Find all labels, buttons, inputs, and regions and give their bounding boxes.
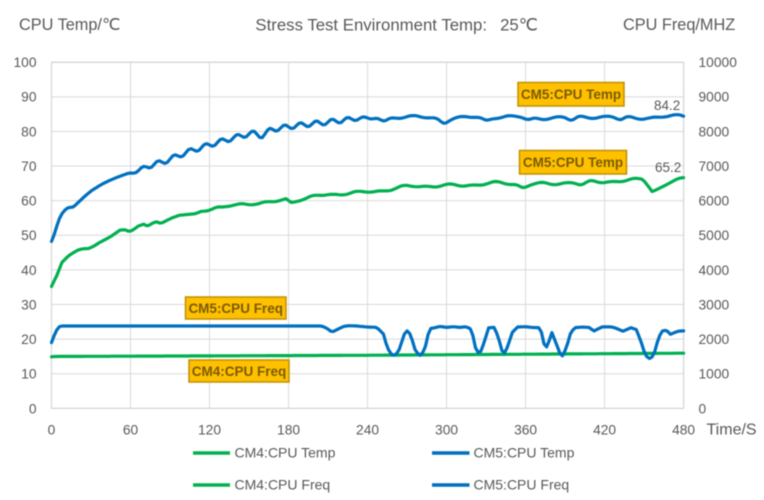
svg-text:80: 80 (21, 124, 37, 139)
svg-text:70: 70 (21, 159, 37, 174)
svg-text:CM5:CPU Temp: CM5:CPU Temp (523, 155, 623, 170)
svg-text:360: 360 (514, 423, 537, 438)
svg-text:0: 0 (48, 423, 56, 438)
svg-text:4000: 4000 (699, 263, 730, 278)
svg-text:20: 20 (21, 332, 37, 347)
svg-text:100: 100 (13, 55, 36, 70)
svg-text:CM5:CPU Freq: CM5:CPU Freq (188, 301, 283, 316)
svg-text:84.2: 84.2 (654, 98, 680, 113)
svg-text:10000: 10000 (699, 55, 738, 70)
svg-text:CM5:CPU Freq: CM5:CPU Freq (474, 477, 570, 493)
svg-text:CM4:CPU Freq: CM4:CPU Freq (192, 364, 287, 379)
svg-text:5000: 5000 (699, 228, 730, 243)
svg-text:3000: 3000 (699, 297, 730, 312)
svg-text:1000: 1000 (699, 367, 730, 382)
svg-text:Stress Test Environment Temp:: Stress Test Environment Temp: 25℃ (255, 16, 537, 35)
svg-text:40: 40 (21, 263, 37, 278)
svg-text:2000: 2000 (699, 332, 730, 347)
svg-text:8000: 8000 (699, 124, 730, 139)
svg-text:CPU Freq/MHZ: CPU Freq/MHZ (623, 16, 735, 34)
svg-text:Time/S: Time/S (707, 422, 757, 439)
svg-text:6000: 6000 (699, 194, 730, 209)
svg-text:180: 180 (277, 423, 300, 438)
svg-text:7000: 7000 (699, 159, 730, 174)
svg-text:120: 120 (198, 423, 221, 438)
svg-text:50: 50 (21, 228, 37, 243)
svg-text:480: 480 (672, 423, 695, 438)
svg-text:CM5:CPU Temp: CM5:CPU Temp (521, 87, 621, 102)
svg-text:10: 10 (21, 367, 37, 382)
svg-text:CM4:CPU Freq: CM4:CPU Freq (235, 477, 331, 493)
svg-text:60: 60 (21, 194, 37, 209)
svg-text:0: 0 (29, 401, 37, 416)
svg-text:CPU Temp/℃: CPU Temp/℃ (19, 16, 120, 34)
svg-text:30: 30 (21, 297, 37, 312)
svg-text:300: 300 (435, 423, 458, 438)
svg-text:90: 90 (21, 90, 37, 105)
svg-text:60: 60 (123, 423, 139, 438)
svg-text:9000: 9000 (699, 90, 730, 105)
svg-text:420: 420 (593, 423, 616, 438)
svg-text:CM5:CPU Temp: CM5:CPU Temp (474, 445, 575, 461)
svg-text:65.2: 65.2 (655, 160, 681, 175)
svg-text:CM4:CPU Temp: CM4:CPU Temp (235, 445, 336, 461)
svg-text:0: 0 (699, 401, 707, 416)
svg-text:240: 240 (356, 423, 379, 438)
